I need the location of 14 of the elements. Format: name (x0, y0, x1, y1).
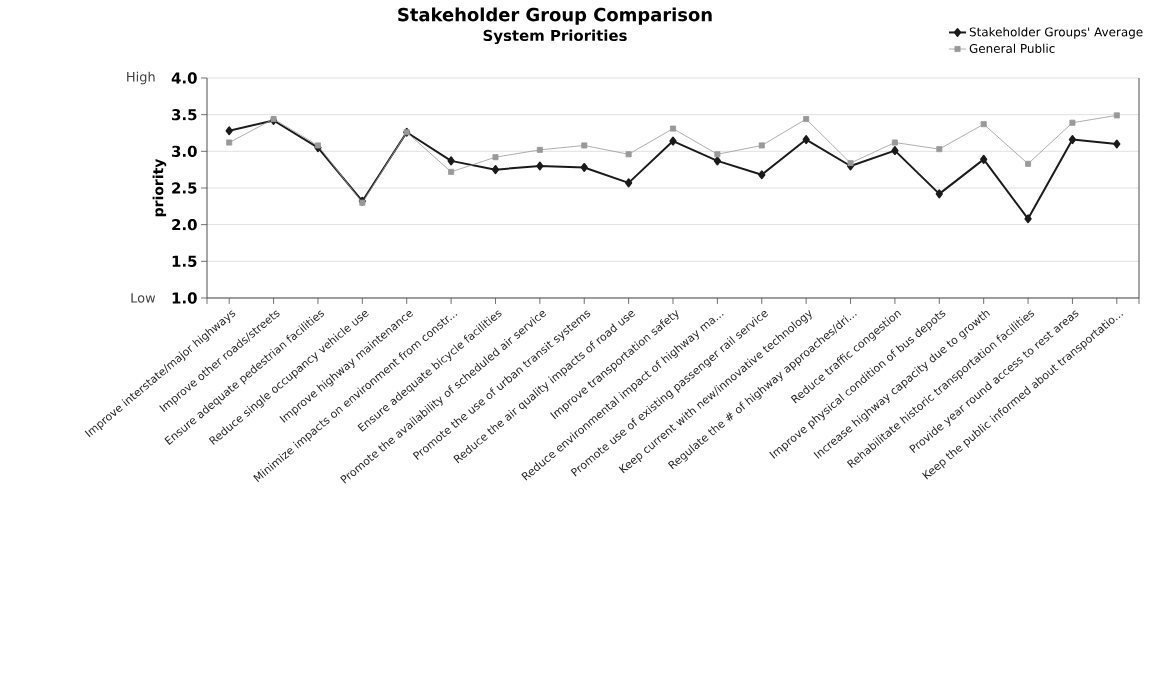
legend-label: General Public (969, 43, 1055, 53)
y-tick-label: 4.0 (171, 72, 197, 84)
y-axis-title: priority (152, 158, 167, 217)
y-tick-label: 2.5 (172, 182, 197, 194)
legend-label: Stakeholder Groups' Average (969, 27, 1143, 39)
text: High (127, 71, 155, 85)
y-tick-label: 1.0 (172, 292, 197, 304)
text: Low (131, 293, 156, 303)
chart-subtitle: System Priorities (483, 29, 627, 45)
y-tick-label: 3.0 (172, 145, 197, 157)
y-tick-label: 3.5 (172, 109, 197, 121)
y-tick-label: 1.5 (172, 255, 197, 267)
y-tick-label: 2.0 (172, 219, 197, 231)
chart-title: Stakeholder Group Comparison (398, 7, 712, 25)
